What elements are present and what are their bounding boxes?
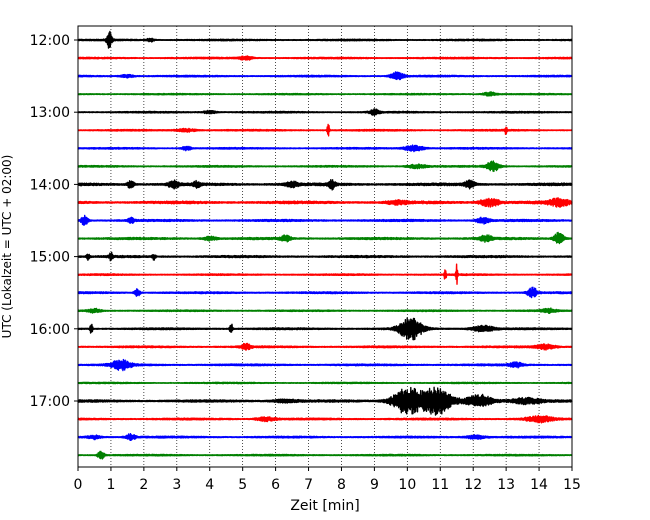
trace-1430 [77,214,573,226]
x-tick-label: 9 [370,477,379,493]
trace-1400 [77,179,573,191]
x-tick-label: 7 [304,477,313,493]
trace-1445 [77,231,573,245]
trace-1515 [77,263,573,285]
y-tick-label: 15:00 [30,250,70,266]
trace-1530 [77,286,573,299]
y-tick-label: 13:00 [30,105,70,121]
trace-1545 [77,307,573,314]
x-tick-label: 11 [431,477,449,493]
x-tick-label: 14 [530,477,548,493]
x-tick-label: 0 [74,477,83,493]
y-tick-label: 12:00 [30,33,70,49]
x-tick-label: 1 [106,477,115,493]
trace-1715 [77,414,573,424]
trace-1300 [77,108,573,116]
plot-frame [77,25,573,468]
trace-1315 [77,123,573,137]
trace-1215 [77,55,573,61]
y-tick-label: 17:00 [30,394,70,410]
y-tick-label: 16:00 [30,322,70,338]
trace-1615 [77,342,573,351]
x-tick-label: 6 [271,477,280,493]
x-axis-label: Zeit [min] [290,498,359,514]
x-tick-label: 13 [497,477,515,493]
trace-1600 [77,317,573,341]
x-tick-label: 5 [238,477,247,493]
trace-1330 [77,144,573,153]
traces [77,30,573,460]
trace-1200 [77,30,573,49]
x-tick-label: 12 [464,477,482,493]
x-tick-label: 3 [172,477,181,493]
y-axis: 12:00 13:00 14:00 15:00 16:00 17:00 [30,33,78,410]
trace-1230 [77,71,573,81]
x-tick-label: 15 [563,477,581,493]
x-tick-label: 4 [205,477,214,493]
x-tick-label: 10 [398,477,416,493]
trace-1500 [77,251,573,262]
y-tick-label: 14:00 [30,177,70,193]
x-axis: 0 1 2 3 4 5 6 7 8 9 10 11 12 13 14 15 [74,467,581,493]
trace-1630 [77,358,573,372]
x-tick-label: 8 [337,477,346,493]
x-tick-label: 2 [139,477,148,493]
trace-1700 [77,386,573,416]
trace-1415 [77,197,573,208]
trace-1745 [77,450,573,460]
y-axis-label: UTC (Lokalzeit = UTC + 02:00) [0,155,14,339]
trace-1730 [77,433,573,441]
trace-1245 [77,91,573,97]
trace-1645 [77,381,573,385]
trace-1345 [77,160,573,173]
